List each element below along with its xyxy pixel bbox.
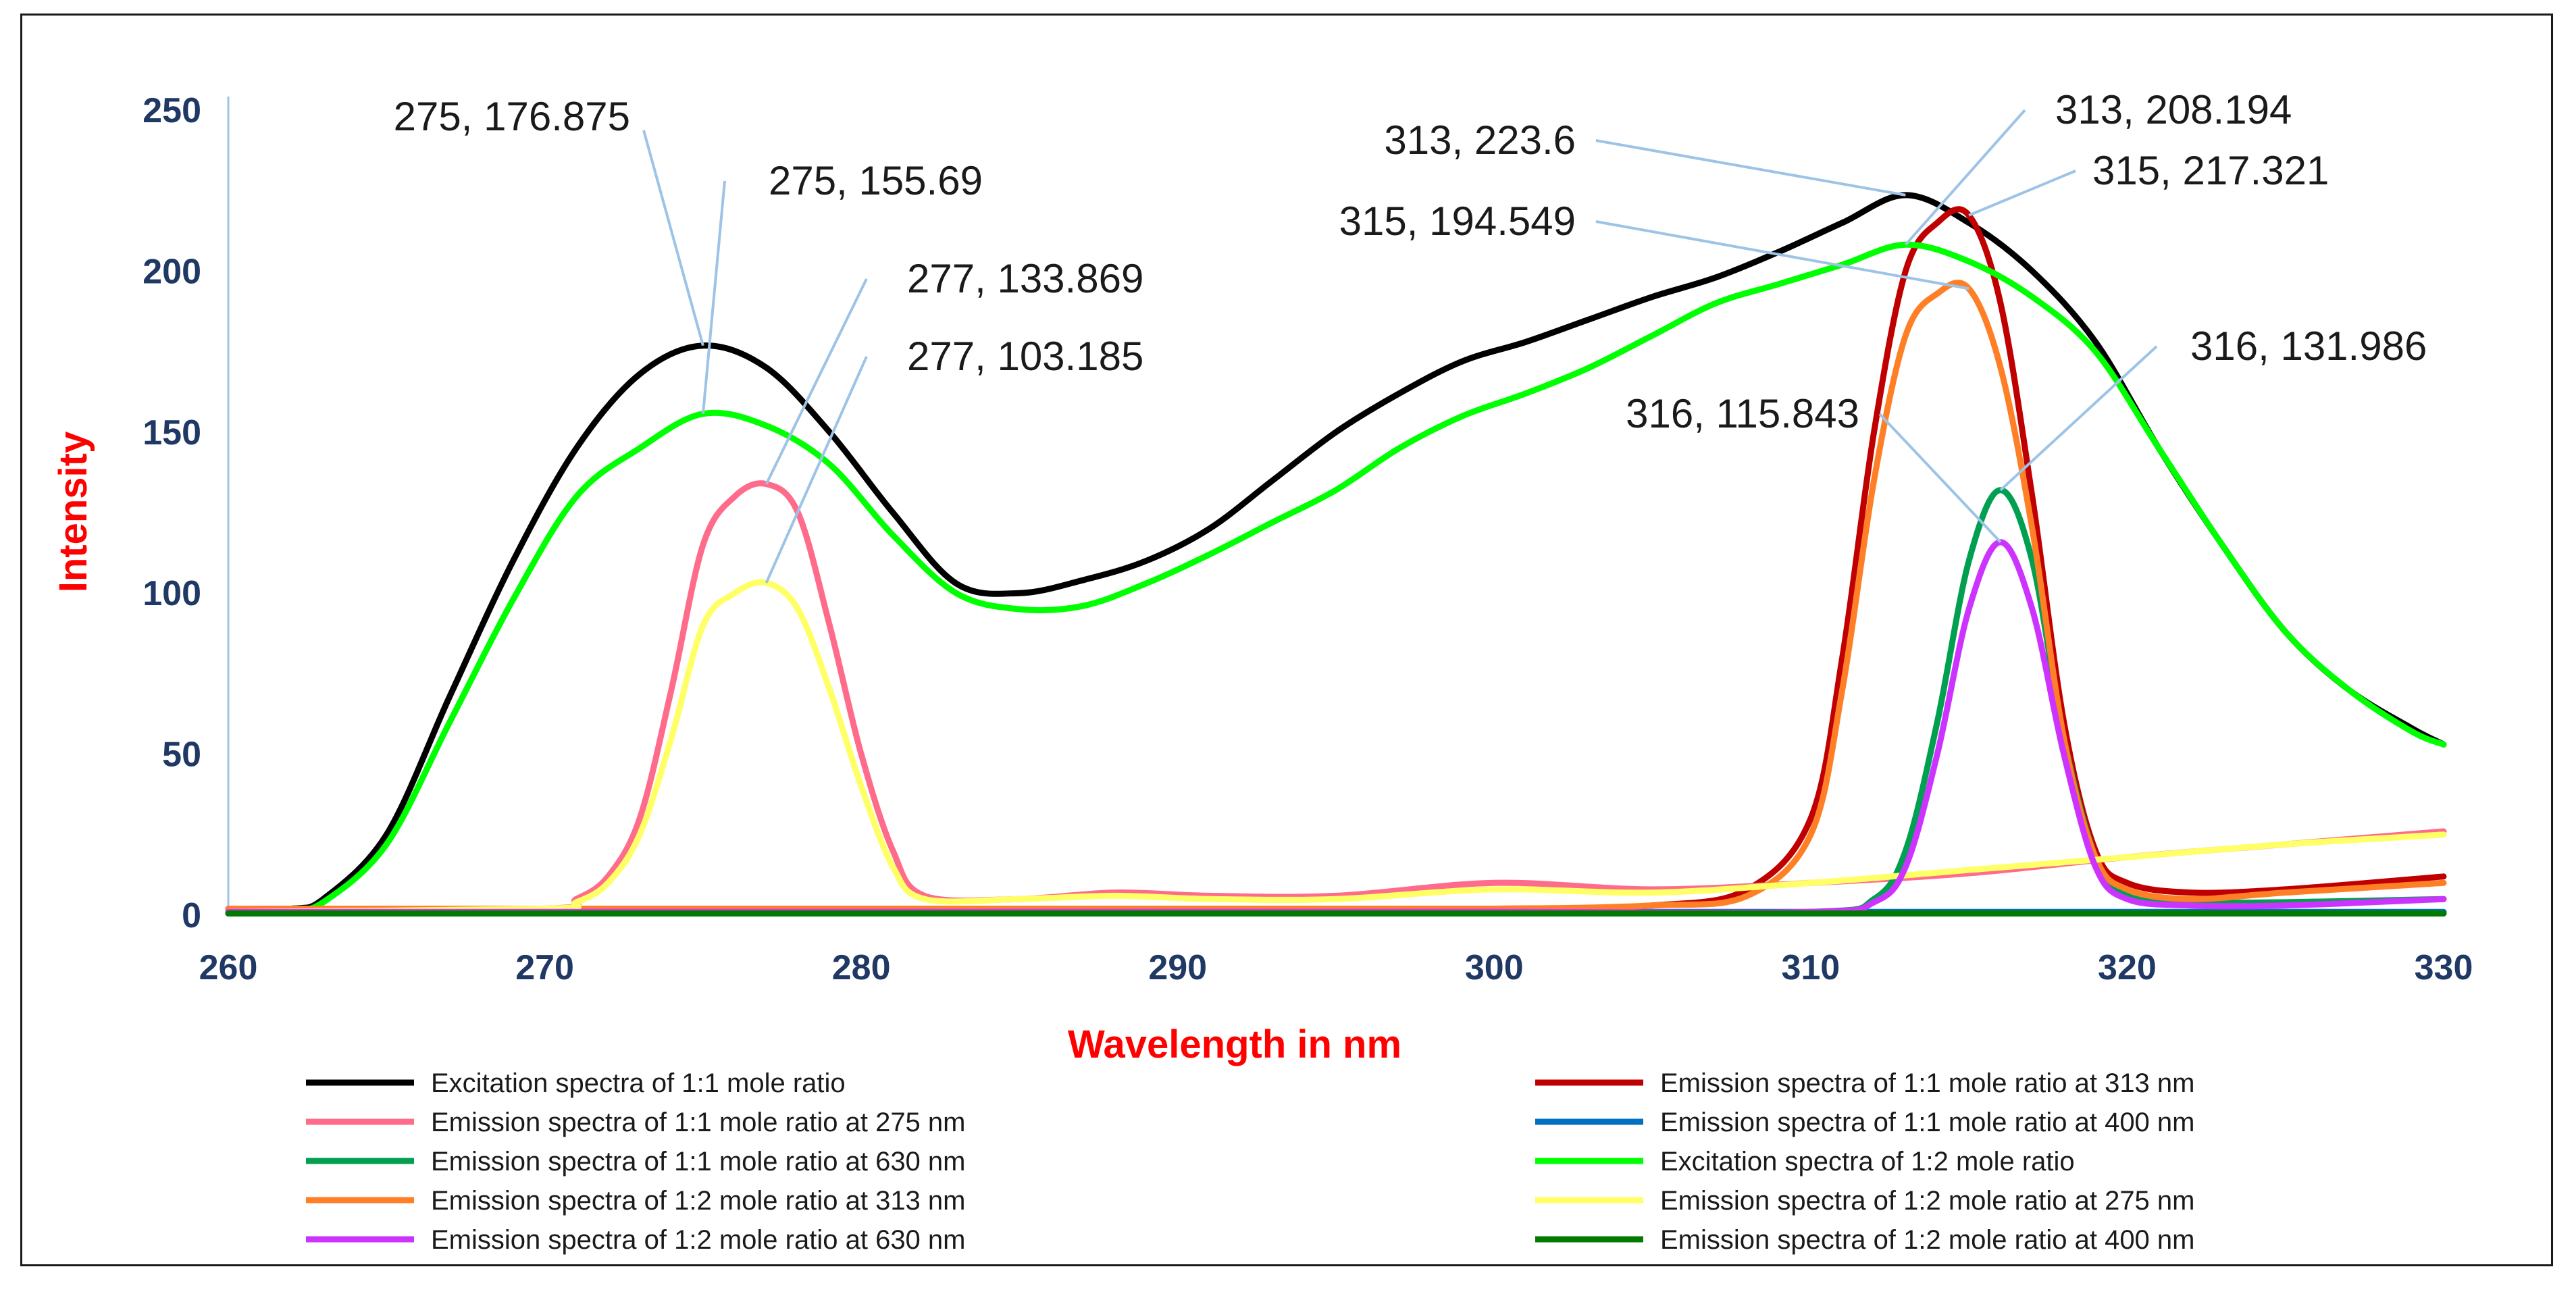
chart-frame: 0 50 100 150 200 250 260 270 280 290 300 310 320 330… xyxy=(20,14,2553,1266)
callout-leader xyxy=(1595,139,1906,197)
legend-label: Emission spectra of 1:2 mole ratio at 63… xyxy=(431,1225,965,1255)
callout-label: 277, 103.185 xyxy=(907,334,1143,379)
y-tick-label: 100 xyxy=(143,574,201,613)
callout-leader xyxy=(701,180,726,414)
x-tick-label: 280 xyxy=(832,948,891,987)
callout-label: 313, 223.6 xyxy=(1384,118,1576,163)
callout-leader xyxy=(1904,109,2026,246)
series-line-7 xyxy=(225,280,2447,912)
series-line-2 xyxy=(225,206,2447,912)
series-line-6 xyxy=(225,241,2447,915)
legend-item: Emission spectra of 1:2 mole ratio at 63… xyxy=(306,1225,965,1255)
callout-label: 316, 131.986 xyxy=(2190,324,2427,369)
series-line-1 xyxy=(225,192,2447,915)
x-tick-label: 260 xyxy=(199,948,258,987)
legend-item: Emission spectra of 1:2 mole ratio at 31… xyxy=(306,1186,965,1216)
legend: Excitation spectra of 1:1 mole ratio Emis… xyxy=(306,1068,2194,1255)
legend-label: Emission spectra of 1:2 mole ratio at 27… xyxy=(1660,1186,2194,1216)
legend-item: Excitation spectra of 1:2 mole ratio xyxy=(1535,1147,2075,1176)
callout-leader xyxy=(765,356,868,584)
legend-item: Emission spectra of 1:1 mole ratio at 27… xyxy=(306,1108,965,1137)
x-tick-label: 290 xyxy=(1148,948,1207,987)
x-tick-labels: 260 270 280 290 300 310 320 330 xyxy=(199,948,2473,987)
y-tick-label: 50 xyxy=(162,735,201,775)
legend-item: Emission spectra of 1:1 mole ratio at 40… xyxy=(1535,1108,2194,1137)
spectra-line-chart: 0 50 100 150 200 250 260 270 280 290 300 310 320 330… xyxy=(51,87,2473,1255)
x-tick-label: 330 xyxy=(2415,948,2473,987)
legend-label: Excitation spectra of 1:1 mole ratio xyxy=(431,1068,846,1098)
legend-label: Emission spectra of 1:2 mole ratio at 40… xyxy=(1660,1225,2194,1255)
legend-label: Emission spectra of 1:1 mole ratio at 31… xyxy=(1660,1068,2194,1098)
legend-item: Emission spectra of 1:1 mole ratio at 63… xyxy=(306,1147,965,1176)
callout-leader xyxy=(1878,413,2002,544)
legend-item: Emission spectra of 1:1 mole ratio at 31… xyxy=(1535,1068,2194,1098)
legend-label: Emission spectra of 1:1 mole ratio at 63… xyxy=(431,1147,965,1176)
callout-leader xyxy=(765,278,868,485)
legend-item: Emission spectra of 1:2 mole ratio at 27… xyxy=(1535,1186,2194,1216)
legend-item: Excitation spectra of 1:1 mole ratio xyxy=(306,1068,846,1098)
callout-label: 315, 194.549 xyxy=(1339,199,1576,244)
legend-label: Emission spectra of 1:2 mole ratio at 31… xyxy=(431,1186,965,1216)
callout-leader-lines xyxy=(642,109,2158,584)
y-tick-labels: 0 50 100 150 200 250 xyxy=(143,91,201,935)
x-tick-label: 300 xyxy=(1465,948,1524,987)
callout-label: 313, 208.194 xyxy=(2055,87,2292,132)
series-line-5 xyxy=(225,487,2447,916)
legend-item: Emission spectra of 1:2 mole ratio at 40… xyxy=(1535,1225,2194,1255)
callout-label: 275, 176.875 xyxy=(394,94,630,139)
x-tick-label: 270 xyxy=(515,948,574,987)
callout-label: 315, 217.321 xyxy=(2092,148,2329,193)
callout-labels: 275, 176.875 275, 155.69 277, 133.869 277, … xyxy=(394,87,2427,436)
series-line-8 xyxy=(225,579,2447,915)
y-axis-title: Intensity xyxy=(51,432,95,593)
legend-label: Excitation spectra of 1:2 mole ratio xyxy=(1660,1147,2075,1176)
callout-label: 316, 115.843 xyxy=(1626,391,1859,436)
y-tick-label: 250 xyxy=(143,91,201,130)
y-tick-label: 150 xyxy=(143,413,201,452)
callout-leader xyxy=(1595,220,1969,290)
legend-label: Emission spectra of 1:1 mole ratio at 27… xyxy=(431,1108,965,1137)
callout-leader xyxy=(1968,170,2076,217)
callout-leader xyxy=(1999,345,2158,492)
callout-label: 277, 133.869 xyxy=(907,256,1143,301)
series-line-3 xyxy=(225,480,2447,915)
series-lines xyxy=(225,192,2447,917)
y-tick-label: 200 xyxy=(143,252,201,291)
y-tick-label: 0 xyxy=(182,896,201,935)
callout-leader xyxy=(642,130,704,346)
x-tick-label: 320 xyxy=(2098,948,2157,987)
legend-label: Emission spectra of 1:1 mole ratio at 40… xyxy=(1660,1108,2194,1137)
x-tick-label: 310 xyxy=(1781,948,1840,987)
callout-label: 275, 155.69 xyxy=(769,158,983,203)
x-axis-title: Wavelength in nm xyxy=(1068,1023,1401,1066)
